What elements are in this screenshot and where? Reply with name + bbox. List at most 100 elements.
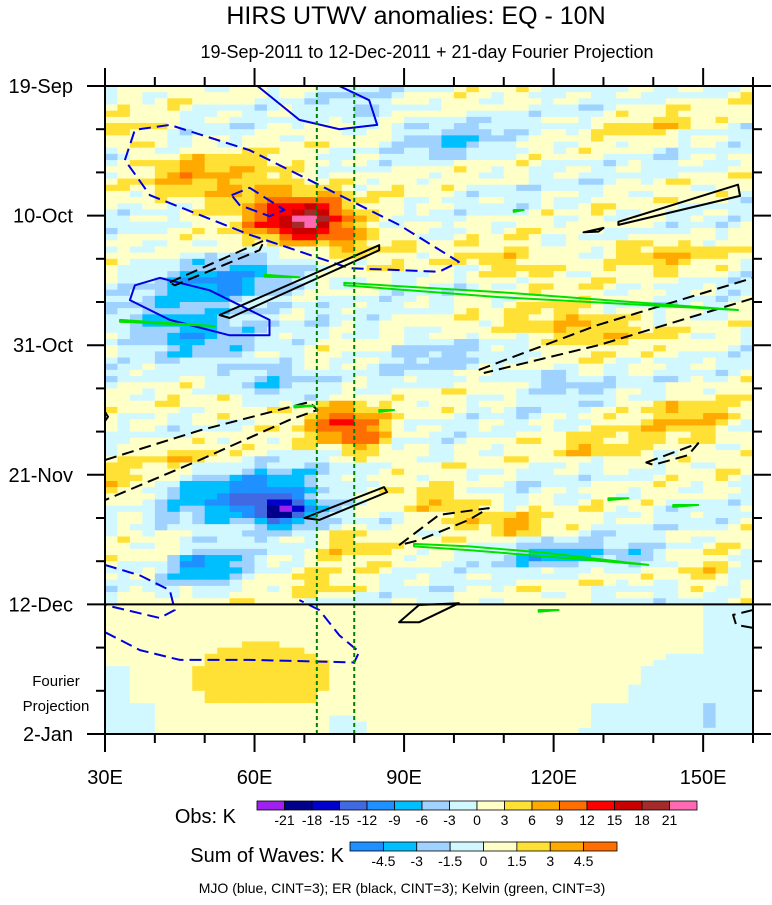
field-cell: [167, 116, 181, 124]
field-cell: [553, 178, 567, 186]
field-cell: [478, 579, 492, 587]
field-cell: [578, 376, 592, 383]
field-cell: [690, 277, 704, 285]
field-cell: [491, 419, 505, 427]
field-cell: [429, 592, 443, 599]
field-cell: [453, 406, 467, 414]
field-cell: [478, 462, 492, 470]
field-cell: [640, 462, 654, 470]
field-cell: [105, 437, 119, 445]
field-cell: [615, 203, 629, 211]
field-cell: [615, 363, 629, 371]
field-cell: [640, 443, 654, 451]
field-cell: [516, 376, 530, 383]
field-cell: [615, 308, 629, 315]
field-cell: [366, 153, 380, 161]
field-cell: [391, 622, 405, 630]
field-cell: [678, 388, 692, 396]
field-cell: [665, 400, 679, 408]
field-cell: [329, 264, 343, 272]
field-cell: [167, 635, 181, 643]
field-cell: [391, 104, 405, 112]
field-cell: [578, 653, 592, 661]
field-cell: [441, 351, 455, 359]
field-cell: [404, 505, 418, 513]
field-cell: [678, 573, 692, 581]
field-cell: [528, 246, 542, 254]
field-cell: [416, 561, 430, 568]
field-cell: [615, 431, 629, 439]
field-cell: [117, 530, 131, 538]
field-cell: [703, 431, 717, 439]
field-cell: [366, 314, 380, 322]
field-cell: [728, 86, 742, 93]
field-cell: [179, 339, 193, 346]
field-cell: [304, 573, 318, 581]
field-cell: [728, 339, 742, 346]
field-cell: [715, 604, 729, 612]
field-cell: [429, 295, 443, 303]
field-cell: [466, 400, 480, 408]
field-cell: [740, 129, 754, 136]
field-cell: [279, 480, 293, 488]
field-cell: [167, 172, 181, 180]
field-cell: [366, 215, 380, 223]
field-cell: [254, 92, 268, 99]
field-cell: [416, 227, 430, 235]
field-cell: [516, 339, 530, 346]
field-cell: [279, 622, 293, 630]
field-cell: [516, 610, 530, 618]
field-cell: [466, 610, 480, 618]
field-cell: [129, 153, 143, 161]
field-cell: [267, 499, 281, 507]
field-cell: [728, 153, 742, 161]
field-cell: [354, 567, 368, 575]
field-cell: [690, 555, 704, 562]
field-cell: [653, 647, 667, 655]
field-cell: [690, 579, 704, 587]
field-cell: [254, 215, 268, 223]
field-cell: [615, 86, 629, 93]
field-cell: [740, 437, 754, 445]
field-cell: [129, 240, 143, 248]
field-cell: [341, 178, 355, 186]
field-cell: [291, 123, 305, 130]
field-cell: [478, 234, 492, 241]
field-cell: [192, 264, 206, 272]
field-cell: [740, 487, 754, 494]
field-cell: [391, 450, 405, 457]
field-cell: [703, 542, 717, 550]
field-cell: [204, 653, 218, 661]
field-cell: [478, 456, 492, 464]
field-cell: [179, 468, 193, 476]
field-cell: [640, 116, 654, 124]
field-cell: [591, 598, 605, 605]
field-cell: [379, 258, 393, 266]
field-cell: [354, 468, 368, 476]
field-cell: [491, 209, 505, 217]
field-cell: [354, 172, 368, 180]
field-cell: [105, 456, 119, 464]
field-cell: [491, 320, 505, 328]
field-cell: [615, 567, 629, 575]
field-cell: [366, 400, 380, 408]
field-cell: [665, 487, 679, 494]
field-cell: [404, 672, 418, 680]
field-cell: [291, 221, 305, 229]
field-cell: [291, 92, 305, 99]
field-cell: [341, 604, 355, 612]
field-cell: [740, 110, 754, 118]
field-cell: [553, 450, 567, 457]
field-cell: [416, 314, 430, 322]
field-cell: [391, 339, 405, 346]
field-cell: [429, 264, 443, 272]
field-cell: [129, 487, 143, 494]
field-cell: [204, 339, 218, 346]
field-cell: [154, 425, 168, 433]
field-cell: [591, 585, 605, 593]
field-cell: [105, 555, 119, 562]
field-cell: [167, 394, 181, 402]
field-cell: [341, 666, 355, 673]
field-cell: [267, 561, 281, 568]
field-cell: [516, 252, 530, 260]
